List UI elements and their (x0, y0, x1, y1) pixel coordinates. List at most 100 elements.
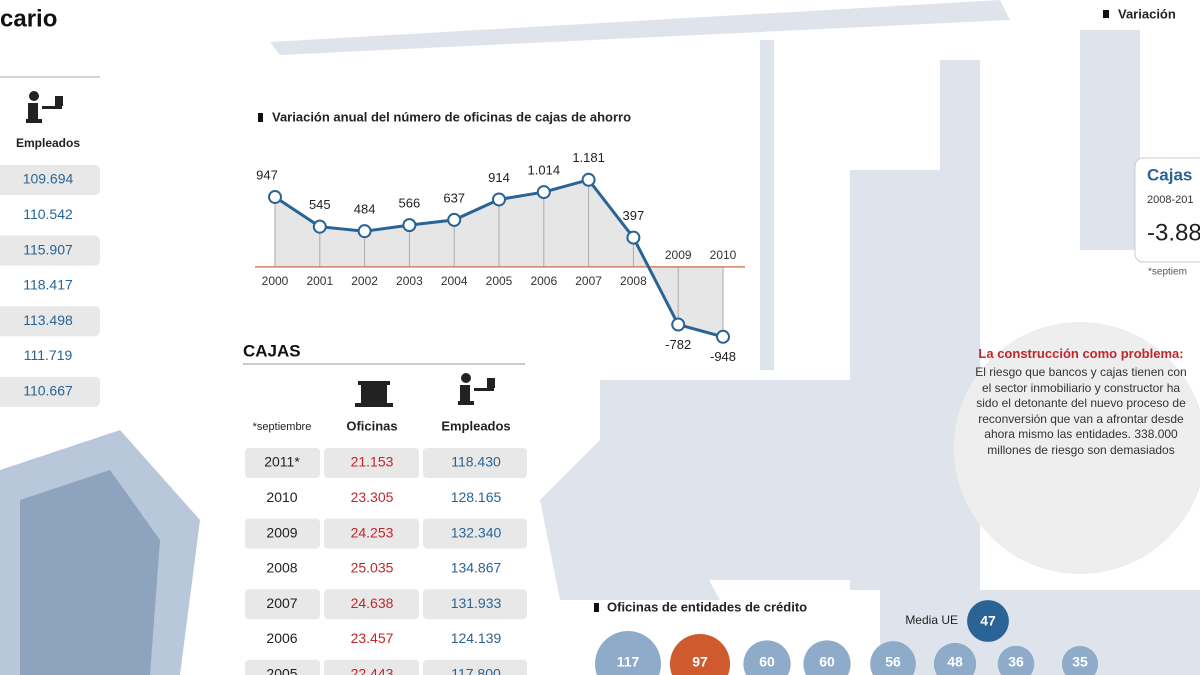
table-cell: 113.498 (23, 312, 73, 328)
bubble-label: 48 (947, 654, 963, 670)
value-label: -948 (710, 349, 736, 364)
worker-icon (458, 373, 495, 405)
table-cell: 110.542 (23, 206, 73, 222)
callout: La construcción como problema: El riesgo… (972, 346, 1190, 458)
x-tick-label: 2010 (710, 248, 737, 262)
point (447, 212, 462, 227)
bubble (595, 631, 661, 675)
table-cell: 2010 (266, 489, 297, 505)
point (626, 230, 641, 245)
table-row-bg (0, 306, 100, 337)
table-cell: 2008 (266, 560, 297, 576)
table-cell-bg (423, 589, 527, 620)
bubble-label: 35 (1072, 654, 1088, 670)
table-cell: 134.867 (451, 560, 502, 576)
table-cell: 2006 (266, 630, 297, 646)
value-label: 637 (443, 190, 465, 205)
point (581, 172, 596, 187)
point (402, 218, 417, 233)
x-tick-label: 2001 (306, 274, 333, 288)
table-cell-bg (423, 659, 527, 675)
bubble (1061, 645, 1099, 675)
x-tick-label: 2002 (351, 274, 378, 288)
value-label: 484 (354, 202, 376, 217)
table-row-bg (0, 376, 100, 407)
bubble (669, 633, 731, 675)
value-label: 947 (256, 167, 278, 182)
bullet (258, 113, 263, 122)
bubble-label: 97 (692, 654, 708, 670)
bubble (933, 642, 977, 675)
bubble-label: 36 (1008, 654, 1024, 670)
worker-icon (26, 91, 63, 123)
table-cell-bg (245, 448, 320, 478)
table-cell: 128.165 (451, 489, 502, 505)
table-cell: 124.139 (451, 630, 502, 646)
table-cell: 2005 (266, 666, 297, 675)
table-cell: 23.457 (351, 630, 394, 646)
point (312, 219, 327, 234)
table-cell-bg (324, 448, 419, 478)
point (268, 190, 282, 205)
table-cell: 2011* (264, 454, 300, 470)
table-cell: 132.340 (451, 524, 502, 540)
bullet (594, 603, 599, 612)
value-label: 914 (488, 170, 510, 185)
column-header: Oficinas (346, 418, 397, 433)
point (357, 224, 372, 239)
x-tick-label: 2009 (665, 248, 692, 262)
value-label: 1.014 (528, 163, 561, 178)
chart-title: Variación anual del número de oficinas d… (272, 109, 631, 124)
table-cell: 24.253 (351, 524, 394, 540)
value-label: -782 (665, 337, 691, 352)
table-cell: 2007 (266, 595, 297, 611)
x-tick-label: 2006 (530, 274, 557, 288)
summary-title: Cajas (1147, 165, 1192, 184)
table-cell: 118.430 (451, 454, 501, 470)
column-header: *septiembre (253, 421, 312, 433)
value-label: 397 (623, 208, 645, 223)
bubble-label: 60 (819, 654, 835, 670)
table-cell-bg (245, 589, 320, 620)
table-cell-bg (245, 659, 320, 675)
table-cell: 115.907 (23, 241, 73, 257)
average-bubble (967, 600, 1009, 642)
page-title: cario (0, 5, 57, 32)
office-icon (355, 381, 393, 407)
summary-period: 2008-201 (1147, 194, 1194, 206)
column-header: Empleados (441, 418, 510, 433)
bubbles-title: Oficinas de entidades de crédito (607, 599, 807, 614)
point (716, 329, 730, 344)
x-tick-label: 2003 (396, 274, 423, 288)
point (536, 185, 551, 200)
bubble (803, 640, 851, 675)
x-tick-label: 2005 (486, 274, 513, 288)
table-cell: 2009 (266, 524, 297, 540)
point (671, 317, 686, 332)
x-tick-label: 2000 (262, 274, 289, 288)
table-cell: 117.800 (451, 666, 501, 675)
column-header: Empleados (16, 136, 80, 150)
value-label: 545 (309, 197, 331, 212)
callout-text: El riesgo que bancos y cajas tienen con … (975, 365, 1187, 457)
bubble (743, 640, 791, 675)
table-cell: 131.933 (451, 595, 502, 611)
bullet (1103, 10, 1109, 18)
table-row-bg (0, 165, 100, 195)
table-cell-bg (324, 589, 419, 620)
point (492, 192, 506, 207)
table-title: CAJAS (243, 341, 301, 360)
summary-note: *septiem (1148, 267, 1187, 278)
bubble (997, 645, 1035, 675)
background-cranes (270, 0, 1200, 675)
table-cell-bg (245, 518, 320, 549)
bubble-label: 117 (617, 654, 640, 670)
callout-circle (954, 322, 1200, 574)
x-tick-label: 2007 (575, 274, 602, 288)
table-cell-bg (324, 518, 419, 549)
table-cell: 23.305 (351, 489, 394, 505)
average-value: 47 (980, 613, 996, 629)
table-cell: 21.153 (351, 454, 394, 470)
